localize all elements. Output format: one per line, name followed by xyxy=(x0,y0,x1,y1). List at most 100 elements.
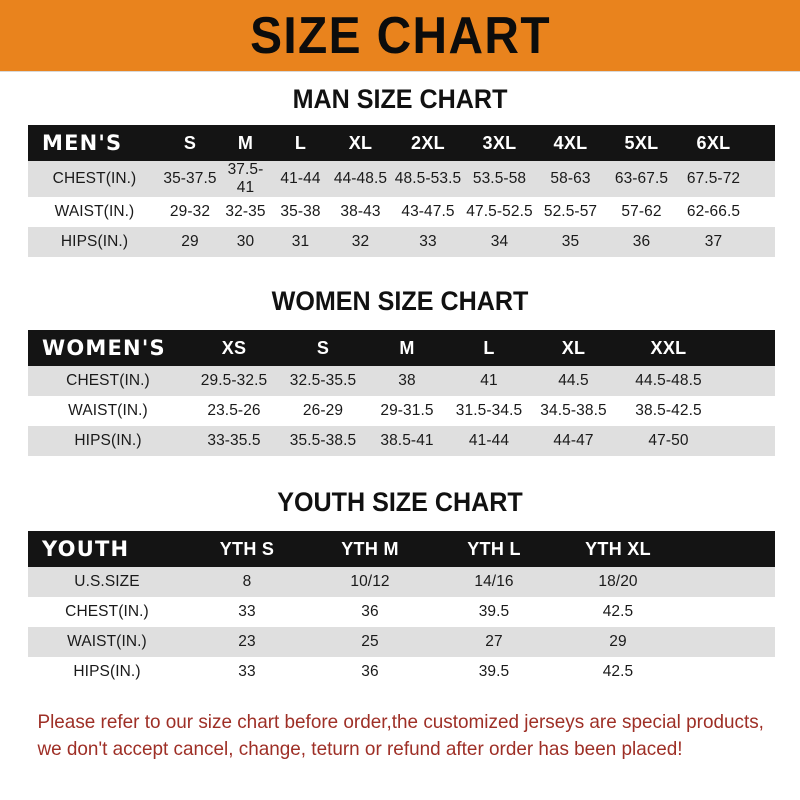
women-measurement-cell: 35.5-38.5 xyxy=(280,426,366,456)
women-row-spacer xyxy=(720,366,775,396)
men-column-header: XL xyxy=(348,132,373,153)
men-table-row: CHEST(IN.) 35-37.5 37.5-41 41-44 44-48.5 48.5… xyxy=(28,161,775,197)
men-column-header: L xyxy=(294,132,307,153)
women-table-row: CHEST(IN.) 29.5-32.5 32.5-35.5 38 41 44.5 44.5… xyxy=(28,366,775,396)
men-table-row: HIPS(IN.) 29 30 31 32 33 34 35 36 37 xyxy=(28,227,775,257)
women-section-title: WOMEN SIZE CHART xyxy=(271,286,529,316)
youth-measurement-cell: 36 xyxy=(308,597,432,627)
women-row-label: HIPS(IN.) xyxy=(28,426,188,456)
women-row-label: WAIST(IN.) xyxy=(28,396,188,426)
women-measurement-cell: 44-47 xyxy=(530,426,617,456)
youth-table-row: CHEST(IN.) 33 36 39.5 42.5 xyxy=(28,597,775,627)
men-measurement-cell: 32 xyxy=(329,227,392,257)
youth-column-header: YTH M xyxy=(341,538,399,559)
women-measurement-cell: 38.5-41 xyxy=(366,426,448,456)
women-column-header: S xyxy=(316,337,330,358)
women-measurement-cell: 38.5-42.5 xyxy=(617,396,720,426)
men-measurement-cell: 53.5-58 xyxy=(464,161,535,197)
women-row-spacer xyxy=(720,396,775,426)
men-row-label: CHEST(IN.) xyxy=(28,161,161,197)
women-header-row: WOMEN'S XS S M L XL XXL xyxy=(28,330,775,366)
women-table-row: HIPS(IN.) 33-35.5 35.5-38.5 38.5-41 41-44 44-… xyxy=(28,426,775,456)
youth-size-chart-section: YOUTH SIZE CHART YOUTH YTH S YTH M YTH L YTH… xyxy=(0,456,800,687)
men-measurement-cell: 44-48.5 xyxy=(329,161,392,197)
men-row-spacer xyxy=(750,197,775,227)
men-column-header: S xyxy=(183,132,197,153)
men-column-header: M xyxy=(237,132,254,153)
men-size-chart-section: MAN SIZE CHART MEN'S S M L XL 2XL 3XL 4XL 5XL 6XL… xyxy=(0,72,800,257)
women-measurement-cell: 41-44 xyxy=(448,426,530,456)
youth-row-spacer xyxy=(680,597,775,627)
women-measurement-cell: 23.5-26 xyxy=(188,396,280,426)
men-corner-label: MEN'S xyxy=(42,131,123,155)
order-policy-note: Please refer to our size chart before or… xyxy=(20,709,763,763)
youth-measurement-cell: 42.5 xyxy=(556,597,680,627)
men-measurement-cell: 29-32 xyxy=(161,197,219,227)
women-measurement-cell: 33-35.5 xyxy=(188,426,280,456)
men-row-spacer xyxy=(750,161,775,197)
youth-column-header: YTH XL xyxy=(585,538,651,559)
youth-corner-label: YOUTH xyxy=(42,537,130,561)
youth-measurement-cell: 33 xyxy=(186,597,308,627)
women-table-body: WOMEN'S XS S M L XL XXL CHEST(IN.) 29.5-32.5 32.5… xyxy=(28,330,775,456)
men-measurement-cell: 48.5-53.5 xyxy=(392,161,464,197)
youth-row-label: U.S.SIZE xyxy=(28,567,186,597)
youth-size-table: YOUTH YTH S YTH M YTH L YTH XL U.S.SIZE 8 10/12… xyxy=(28,531,775,687)
youth-measurement-cell: 36 xyxy=(308,657,432,687)
women-measurement-cell: 38 xyxy=(366,366,448,396)
women-column-header: L xyxy=(483,337,495,358)
men-section-title: MAN SIZE CHART xyxy=(292,84,508,114)
men-size-table: MEN'S S M L XL 2XL 3XL 4XL 5XL 6XL CHEST(IN.) 35-37… xyxy=(28,125,775,257)
men-table-body: MEN'S S M L XL 2XL 3XL 4XL 5XL 6XL CHEST(IN.) 35-37… xyxy=(28,125,775,257)
men-measurement-cell: 37 xyxy=(677,227,750,257)
men-row-label: HIPS(IN.) xyxy=(28,227,161,257)
women-corner-label: WOMEN'S xyxy=(42,336,166,360)
men-measurement-cell: 33 xyxy=(392,227,464,257)
women-column-header: XXL xyxy=(650,337,687,358)
men-measurement-cell: 35-37.5 xyxy=(161,161,219,197)
youth-row-spacer xyxy=(680,567,775,597)
size-chart-banner: SIZE CHART xyxy=(0,0,800,72)
order-policy-line-2: we don't accept cancel, change, teturn o… xyxy=(37,738,683,760)
youth-table-row: U.S.SIZE 8 10/12 14/16 18/20 xyxy=(28,567,775,597)
men-column-header: 4XL xyxy=(553,132,588,153)
women-measurement-cell: 34.5-38.5 xyxy=(530,396,617,426)
youth-measurement-cell: 27 xyxy=(432,627,556,657)
men-measurement-cell: 52.5-57 xyxy=(535,197,606,227)
youth-measurement-cell: 42.5 xyxy=(556,657,680,687)
youth-table-body: YOUTH YTH S YTH M YTH L YTH XL U.S.SIZE 8 10/12… xyxy=(28,531,775,687)
men-measurement-cell: 57-62 xyxy=(606,197,677,227)
youth-section-title: YOUTH SIZE CHART xyxy=(277,487,523,517)
youth-header-spacer xyxy=(680,531,775,567)
women-row-label: CHEST(IN.) xyxy=(28,366,188,396)
men-measurement-cell: 35-38 xyxy=(272,197,329,227)
youth-measurement-cell: 14/16 xyxy=(432,567,556,597)
men-measurement-cell: 37.5-41 xyxy=(219,161,272,197)
banner-title: SIZE CHART xyxy=(249,6,551,65)
men-measurement-cell: 67.5-72 xyxy=(677,161,750,197)
youth-row-spacer xyxy=(680,657,775,687)
men-measurement-cell: 58-63 xyxy=(535,161,606,197)
women-measurement-cell: 32.5-35.5 xyxy=(280,366,366,396)
men-measurement-cell: 35 xyxy=(535,227,606,257)
women-header-spacer xyxy=(720,330,775,366)
women-measurement-cell: 29-31.5 xyxy=(366,396,448,426)
women-column-header: XL xyxy=(561,337,586,358)
men-header-row: MEN'S S M L XL 2XL 3XL 4XL 5XL 6XL xyxy=(28,125,775,161)
men-measurement-cell: 63-67.5 xyxy=(606,161,677,197)
youth-measurement-cell: 25 xyxy=(308,627,432,657)
women-measurement-cell: 44.5-48.5 xyxy=(617,366,720,396)
men-measurement-cell: 30 xyxy=(219,227,272,257)
youth-row-label: WAIST(IN.) xyxy=(28,627,186,657)
men-column-header: 6XL xyxy=(696,132,731,153)
men-measurement-cell: 62-66.5 xyxy=(677,197,750,227)
women-column-header: XS xyxy=(221,337,247,358)
women-measurement-cell: 29.5-32.5 xyxy=(188,366,280,396)
youth-column-header: YTH L xyxy=(467,538,521,559)
women-table-row: WAIST(IN.) 23.5-26 26-29 29-31.5 31.5-34.5 34… xyxy=(28,396,775,426)
youth-measurement-cell: 8 xyxy=(186,567,308,597)
youth-header-row: YOUTH YTH S YTH M YTH L YTH XL xyxy=(28,531,775,567)
youth-row-spacer xyxy=(680,627,775,657)
youth-table-row: HIPS(IN.) 33 36 39.5 42.5 xyxy=(28,657,775,687)
youth-measurement-cell: 18/20 xyxy=(556,567,680,597)
